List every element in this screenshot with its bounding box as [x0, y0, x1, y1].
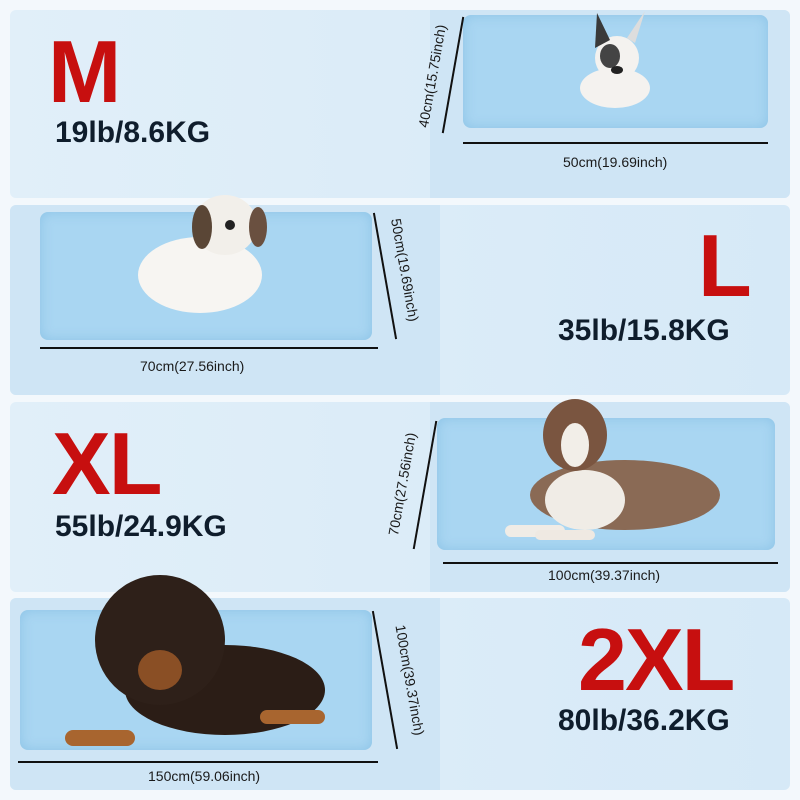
weight-l: 35lb/15.8KG — [558, 314, 730, 347]
width-line-2xl — [18, 761, 378, 763]
width-line-l — [40, 347, 378, 349]
size-label-m: M — [48, 22, 121, 121]
australian-shepherd-image — [505, 399, 720, 540]
french-bulldog-image — [580, 11, 650, 108]
width-line-m — [463, 142, 768, 144]
size-label-xl: XL — [52, 414, 162, 513]
width-label-l: 70cm(27.56inch) — [140, 358, 245, 374]
size-label-2xl: 2XL — [578, 610, 735, 709]
width-line-xl — [443, 562, 778, 564]
weight-xl: 55lb/24.9KG — [55, 510, 227, 543]
weight-m: 19lb/8.6KG — [55, 116, 211, 149]
width-label-2xl: 150cm(59.06inch) — [148, 768, 261, 784]
size-label-l: L — [698, 216, 752, 315]
width-label-m: 50cm(19.69inch) — [563, 154, 668, 170]
shih-tzu-image — [138, 195, 267, 313]
weight-2xl: 80lb/36.2KG — [558, 704, 730, 737]
tibetan-mastiff-image — [65, 575, 325, 746]
width-label-xl: 100cm(39.37inch) — [548, 567, 661, 583]
